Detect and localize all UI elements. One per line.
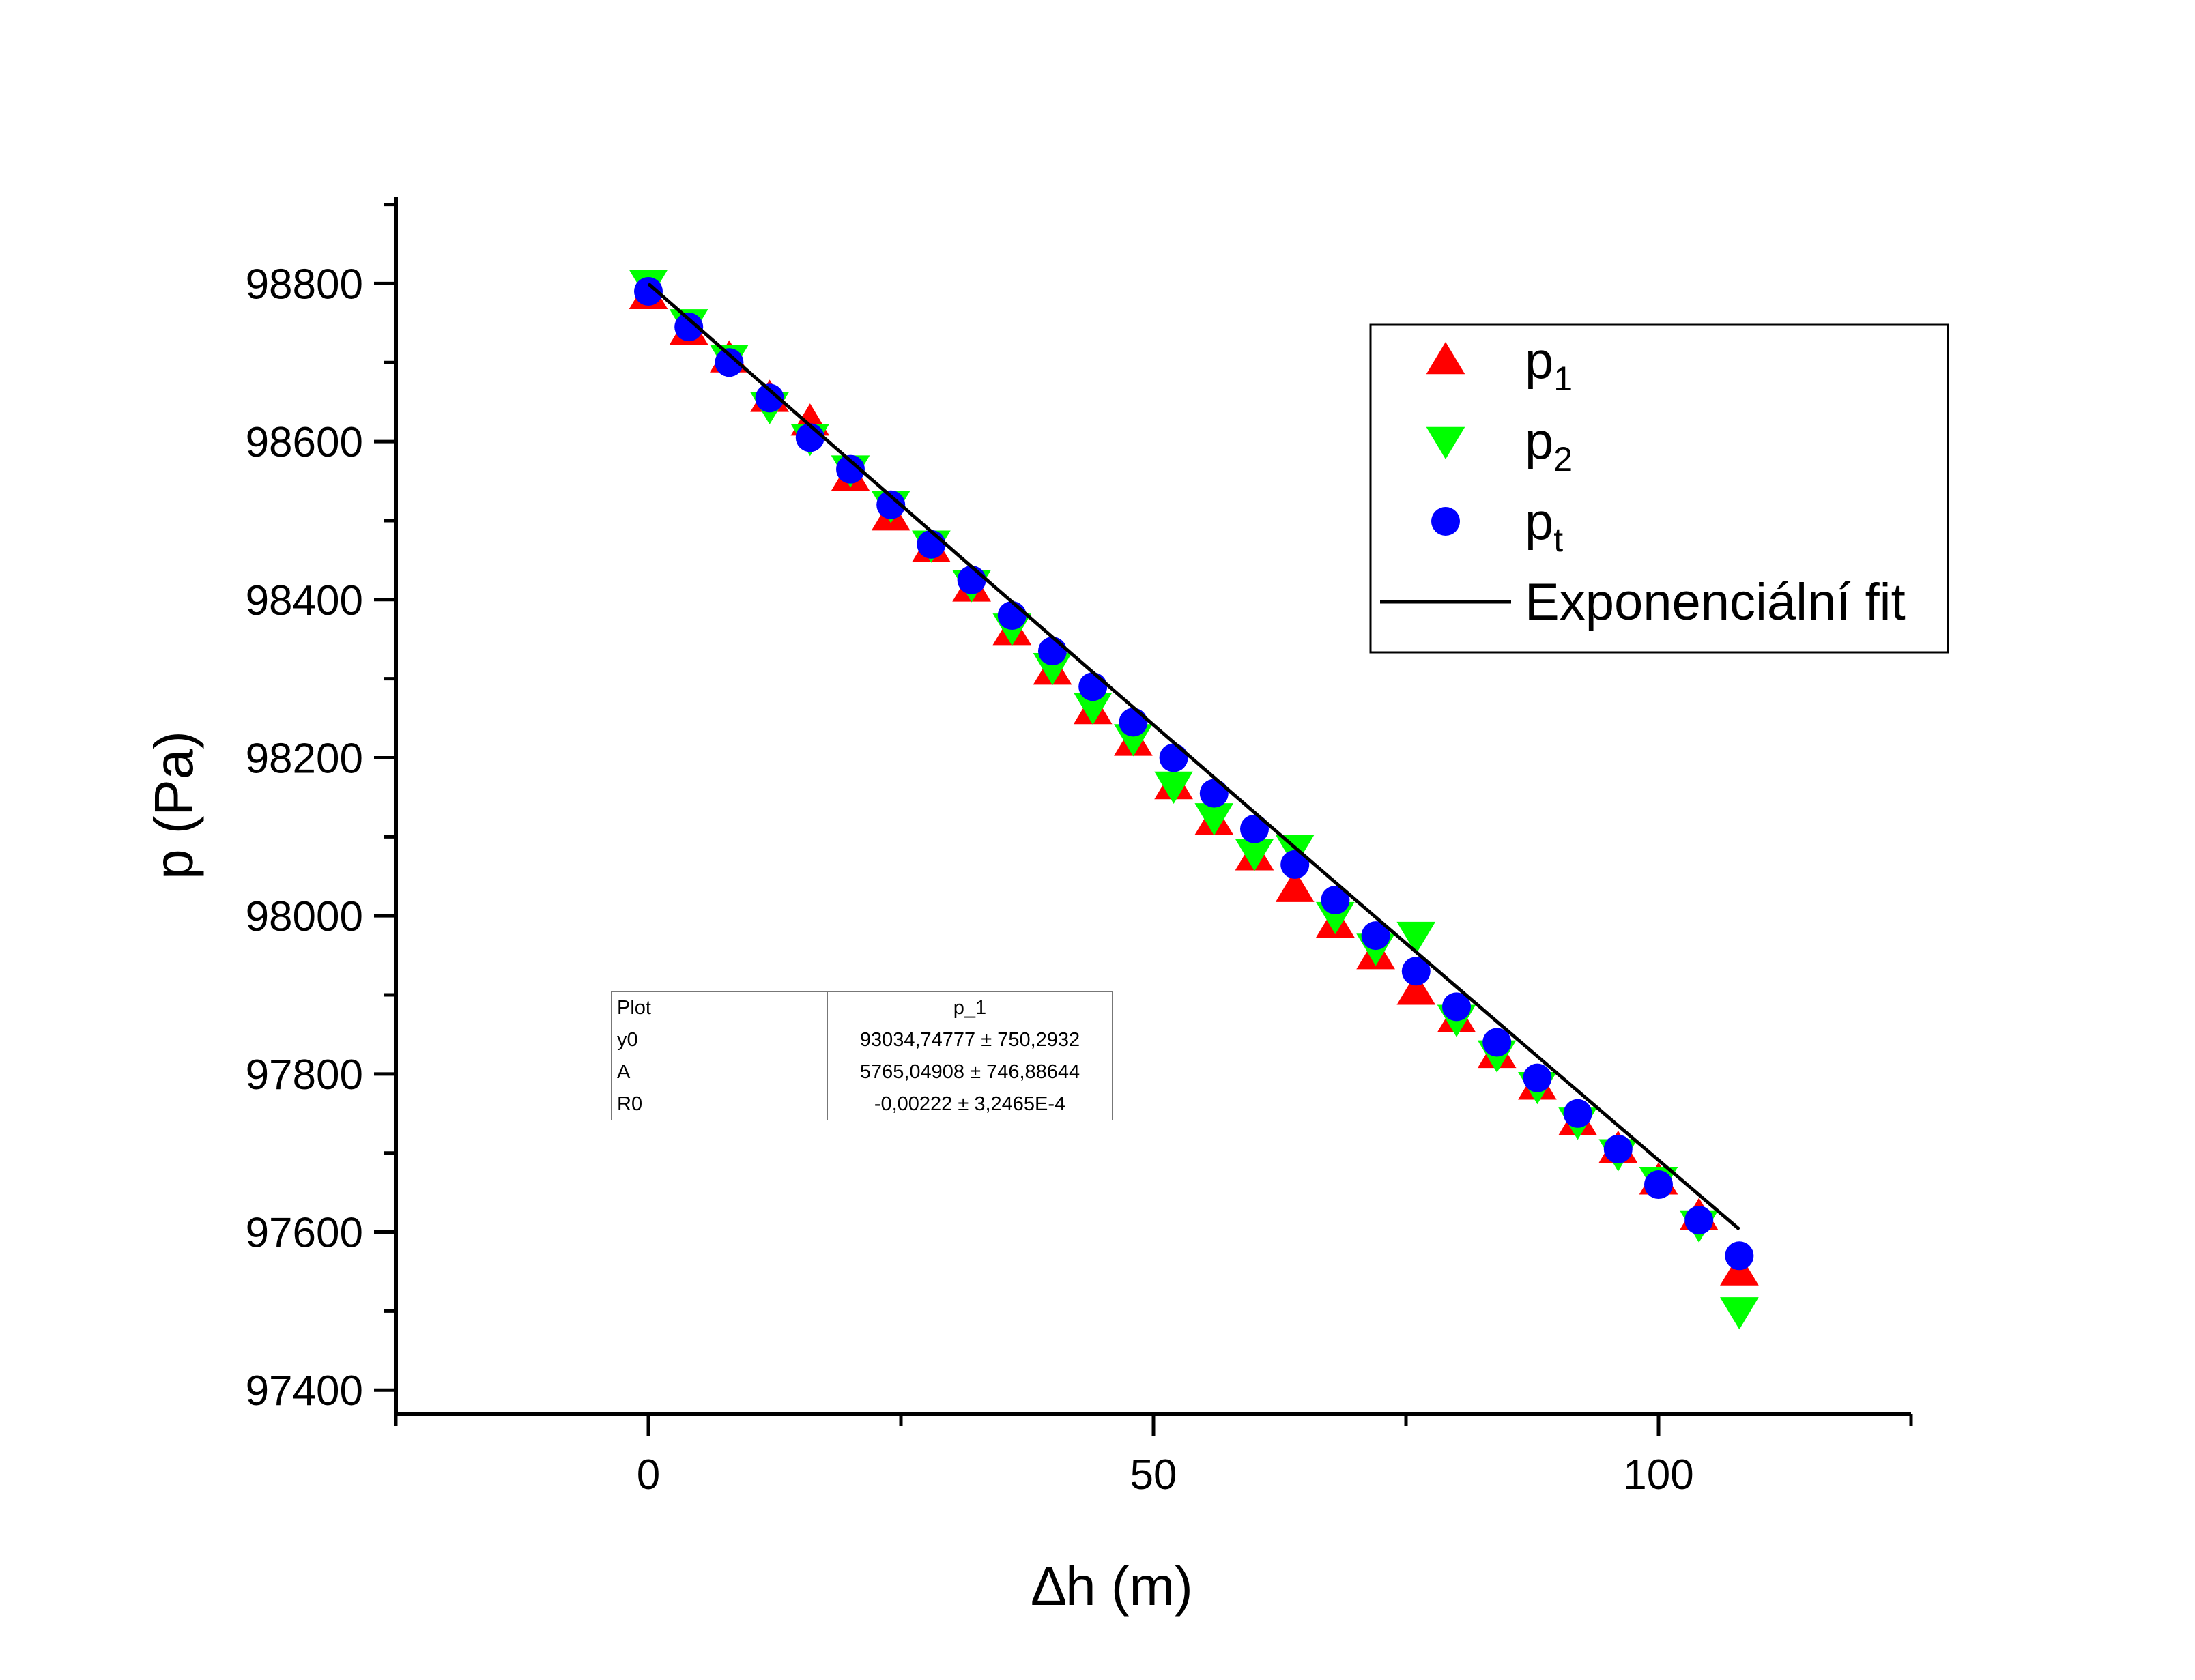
point-p-t [1361,921,1390,951]
point-p-t [1563,1099,1592,1128]
x-axis-ticks: 0 50 100 [394,1414,1913,1498]
point-p-t [1684,1206,1714,1235]
point-p-t [1644,1170,1673,1200]
point-p-t [1199,779,1229,808]
legend-box [1369,323,1949,654]
fit-table-header: Plot p_1 [611,991,1113,1024]
y-tick-label: 98600 [246,419,363,466]
point-p-t [997,600,1027,630]
fit-table-name-cell: Plot [611,991,828,1024]
point-p-t [1078,672,1108,701]
point-p-t [917,530,946,559]
point-p-2 [1154,771,1193,805]
x-tick-label: 100 [1623,1451,1693,1498]
y-tick-label: 98000 [246,893,363,940]
fit-table-name-cell: A [611,1056,828,1088]
point-p-t [1401,957,1431,986]
legend-label: Exponenciální fit [1525,573,1906,631]
point-p-t [1321,886,1350,915]
fit-table-value-cell: 93034,74777 ± 750,2932 [827,1024,1113,1056]
point-p-t [1603,1134,1633,1163]
point-p-t [957,565,986,594]
fit-table-row: R0 -0,00222 ± 3,2465E-4 [611,1088,1113,1120]
point-p-t [1240,814,1269,843]
legend-marker-2 [1426,426,1465,459]
fit-table-value-cell: 5765,04908 ± 746,88644 [827,1056,1113,1088]
point-p-t [1523,1063,1552,1092]
y-tick-label: 97600 [246,1210,363,1257]
y-axis-title: p (Pa) [143,731,204,880]
point-p-2 [1720,1297,1759,1330]
fit-table-value-cell: p_1 [827,991,1113,1024]
point-p-t [634,277,663,306]
point-p-1 [1396,972,1436,1005]
point-p-t [1725,1241,1754,1271]
x-tick-label: 0 [637,1451,660,1498]
point-p-t [755,383,784,413]
point-p-2 [1235,839,1274,871]
point-p-t [1280,850,1310,879]
point-p-2 [1396,921,1436,955]
fit-parameter-table: Plot p_1 y0 93034,74777 ± 750,2932 A 5765,049… [611,991,1113,1120]
fit-table-row: y0 93034,74777 ± 750,2932 [611,1024,1113,1056]
point-p-t [1482,1028,1512,1057]
point-p-t [876,490,906,519]
legend-marker-t [1431,507,1460,536]
y-tick-label: 97400 [246,1367,363,1415]
y-axis-ticks: 97400 97600 97800 98000 98200 98400 98600 98800 [246,203,396,1415]
y-tick-label: 98200 [246,735,363,782]
fit-table-row: A 5765,04908 ± 746,88644 [611,1056,1113,1088]
x-axis-title: ∆h (m) [1032,1556,1193,1617]
point-p-2 [1073,692,1113,725]
point-p-t [715,348,744,377]
fit-table-name-cell: y0 [611,1024,828,1056]
point-p-t [1119,708,1148,737]
point-p-t [836,454,865,484]
data-points [629,270,1759,1330]
fit-line [647,282,1741,1231]
fit-table-value-cell: -0,00222 ± 3,2465E-4 [827,1088,1113,1120]
y-tick-label: 97800 [246,1052,363,1099]
point-p-1 [1275,869,1315,902]
point-p-t [1159,743,1188,772]
point-p-t [1442,992,1471,1022]
y-tick-label: 98800 [246,261,363,308]
legend-marker-1 [1426,342,1465,375]
point-p-2 [1194,803,1234,836]
point-p-t [674,313,704,342]
x-tick-label: 50 [1130,1451,1177,1498]
point-p-t [1038,637,1067,666]
y-tick-label: 98400 [246,577,363,624]
fit-table-name-cell: R0 [611,1088,828,1120]
